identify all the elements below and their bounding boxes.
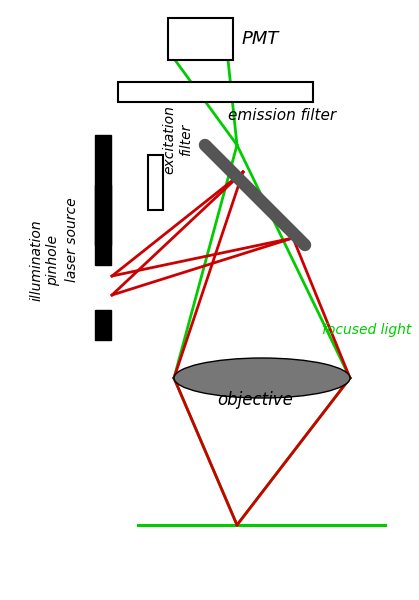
Text: emission filter: emission filter (228, 107, 336, 122)
Bar (95, 185, 111, 265)
Bar (168, 18, 233, 60)
Bar (95, 135, 111, 245)
Ellipse shape (174, 358, 350, 398)
Bar (118, 82, 313, 102)
Text: excitation
filter: excitation filter (163, 106, 193, 175)
Text: PMT: PMT (242, 30, 279, 48)
Bar (95, 310, 111, 340)
Bar (148, 155, 163, 210)
Text: objective: objective (217, 391, 293, 409)
Text: laser source: laser source (65, 197, 79, 283)
Text: illumination
pinhole: illumination pinhole (30, 219, 60, 301)
Text: focused light: focused light (322, 323, 411, 337)
